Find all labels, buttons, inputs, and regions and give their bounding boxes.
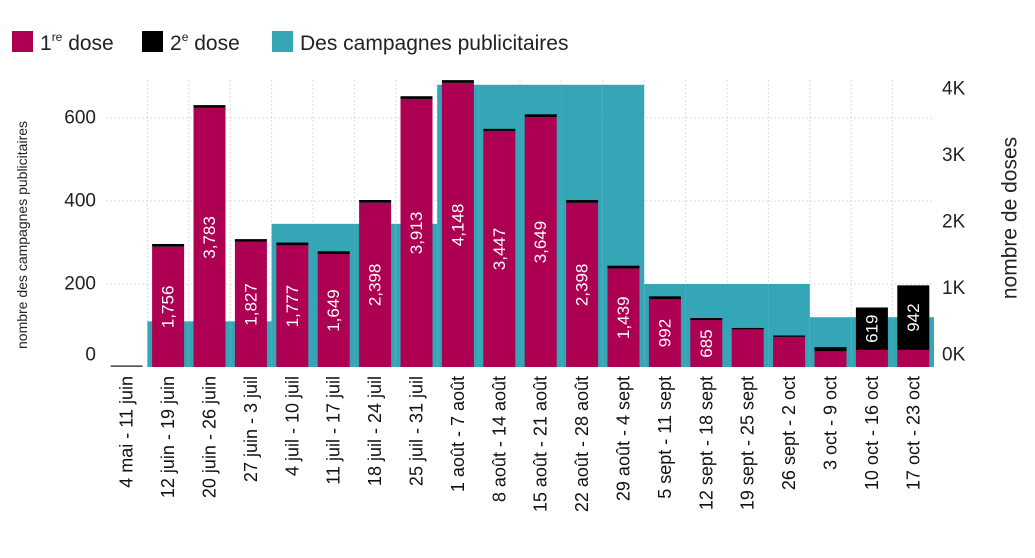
- first-dose-bar: [773, 336, 806, 367]
- first-dose-bar: [110, 365, 143, 367]
- x-tick-label: 19 sept - 25 sept: [738, 376, 758, 510]
- x-tick-label: 11 juil - 17 juil: [324, 376, 344, 485]
- x-tick-label: 10 oct - 16 oct: [862, 376, 882, 490]
- x-tick-label: 8 août - 14 août: [489, 376, 509, 502]
- first-dose-label: 3,783: [200, 216, 219, 259]
- second-dose-bar: [690, 318, 723, 321]
- second-dose-bar: [152, 243, 185, 247]
- first-dose-bar: [400, 98, 433, 367]
- second-dose-bar: [193, 105, 226, 108]
- first-dose-label: 685: [697, 329, 716, 357]
- axes: 0 200 400 600 0K 1K 2K 3K 4K nombre des campagnes…: [14, 79, 1022, 366]
- x-tick-label: 18 juil - 24 juil: [365, 376, 385, 486]
- first-dose-bar: [483, 130, 516, 367]
- second-dose-label: 942: [904, 303, 923, 331]
- first-dose-bar: [441, 82, 474, 367]
- second-dose-bar: [110, 365, 143, 366]
- second-dose-bar: [317, 251, 350, 255]
- right-tick-label: 0K: [942, 345, 966, 366]
- legend-swatch-1: [12, 31, 33, 52]
- x-tick-label: 20 juin - 26 juin: [200, 376, 220, 498]
- x-tick-label: 22 août - 28 août: [572, 376, 592, 512]
- right-axis-title: nombre de doses: [999, 137, 1022, 299]
- second-dose-bar: [234, 239, 267, 242]
- left-tick-label: 200: [64, 274, 96, 295]
- right-tick-label: 1K: [942, 278, 966, 299]
- first-dose-label: 1,649: [324, 289, 343, 332]
- x-tick-label: 25 juil - 31 juil: [407, 376, 427, 486]
- first-dose-bar: [607, 268, 640, 367]
- right-tick-label: 2K: [942, 212, 966, 233]
- first-dose-bar: [690, 320, 723, 367]
- first-dose-bar: [855, 349, 888, 367]
- first-dose-bar: [524, 117, 557, 367]
- first-dose-label: 2,398: [573, 264, 592, 307]
- first-dose-bar: [317, 254, 350, 367]
- legend-swatch-3: [272, 31, 293, 52]
- legend-swatch-2: [142, 31, 163, 52]
- legend-label-2: 2e dose: [170, 30, 240, 55]
- x-tick-label: 12 juin - 19 juin: [158, 376, 178, 498]
- legend: 1re dose 2e dose Des campagnes publicitair…: [12, 30, 568, 55]
- x-tick-label: 27 juin - 3 juil: [241, 376, 261, 482]
- first-dose-bar: [234, 241, 267, 367]
- second-dose-bar: [855, 307, 888, 350]
- second-dose-label: 619: [862, 314, 881, 342]
- first-dose-label: 1,439: [614, 296, 633, 339]
- first-dose-label: 3,649: [531, 221, 550, 264]
- legend-label-1: 1re dose: [40, 30, 114, 55]
- second-dose-bar: [648, 296, 681, 300]
- first-dose-label: 4,148: [448, 204, 467, 247]
- first-dose-label: 992: [655, 319, 674, 347]
- first-dose-bar: [566, 202, 599, 367]
- first-dose-label: 2,398: [366, 264, 385, 307]
- first-dose-bar: [193, 107, 226, 367]
- first-dose-bar: [897, 349, 930, 367]
- first-dose-bar: [359, 202, 392, 367]
- legend-label-3: Des campagnes publicitaires: [300, 32, 568, 55]
- x-tick-label: 4 mai - 11 juin: [117, 376, 137, 488]
- second-dose-bar: [607, 265, 640, 269]
- first-dose-bar: [814, 351, 847, 367]
- second-dose-bar: [483, 128, 516, 131]
- second-dose-bar: [400, 96, 433, 99]
- left-tick-label: 400: [64, 191, 96, 212]
- x-tick-label: 12 sept - 18 sept: [696, 376, 716, 510]
- left-axis-title: nombre des campagnes publicitaires: [14, 121, 30, 349]
- left-tick-label: 600: [64, 108, 96, 129]
- first-dose-label: 1,827: [241, 283, 260, 326]
- right-tick-label: 4K: [942, 79, 966, 100]
- x-tick-label: 3 oct - 9 oct: [821, 376, 841, 470]
- second-dose-bar: [524, 114, 557, 118]
- x-tick-label: 29 août - 4 sept: [614, 376, 634, 501]
- second-dose-bar: [276, 242, 309, 246]
- first-dose-bar: [731, 329, 764, 367]
- first-dose-label: 1,756: [159, 286, 178, 329]
- right-tick-label: 3K: [942, 145, 966, 166]
- second-dose-bar: [731, 327, 764, 330]
- second-dose-bar: [359, 199, 392, 203]
- x-tick-label: 26 sept - 2 oct: [779, 376, 799, 490]
- dose-bars: 4 mai - 11 juin 1,756 12 juin - 19 juin 3,7…: [110, 80, 930, 512]
- first-dose-label: 3,913: [407, 212, 426, 255]
- x-tick-label: 15 août - 21 août: [531, 376, 551, 512]
- first-dose-label: 1,777: [283, 285, 302, 328]
- first-dose-bar: [152, 246, 185, 367]
- x-tick-label: 4 juil - 10 juil: [282, 376, 302, 476]
- x-tick-label: 1 août - 7 août: [448, 376, 468, 492]
- second-dose-bar: [566, 199, 599, 203]
- second-dose-bar: [441, 80, 474, 83]
- first-dose-label: 3,447: [490, 228, 509, 271]
- second-dose-bar: [773, 335, 806, 337]
- x-tick-label: 5 sept - 11 sept: [655, 376, 675, 499]
- first-dose-bar: [648, 299, 681, 367]
- x-tick-label: 17 oct - 23 oct: [903, 376, 923, 490]
- second-dose-bar: [897, 285, 930, 350]
- left-tick-label: 0: [85, 345, 96, 366]
- first-dose-bar: [276, 245, 309, 367]
- second-dose-bar: [814, 347, 847, 352]
